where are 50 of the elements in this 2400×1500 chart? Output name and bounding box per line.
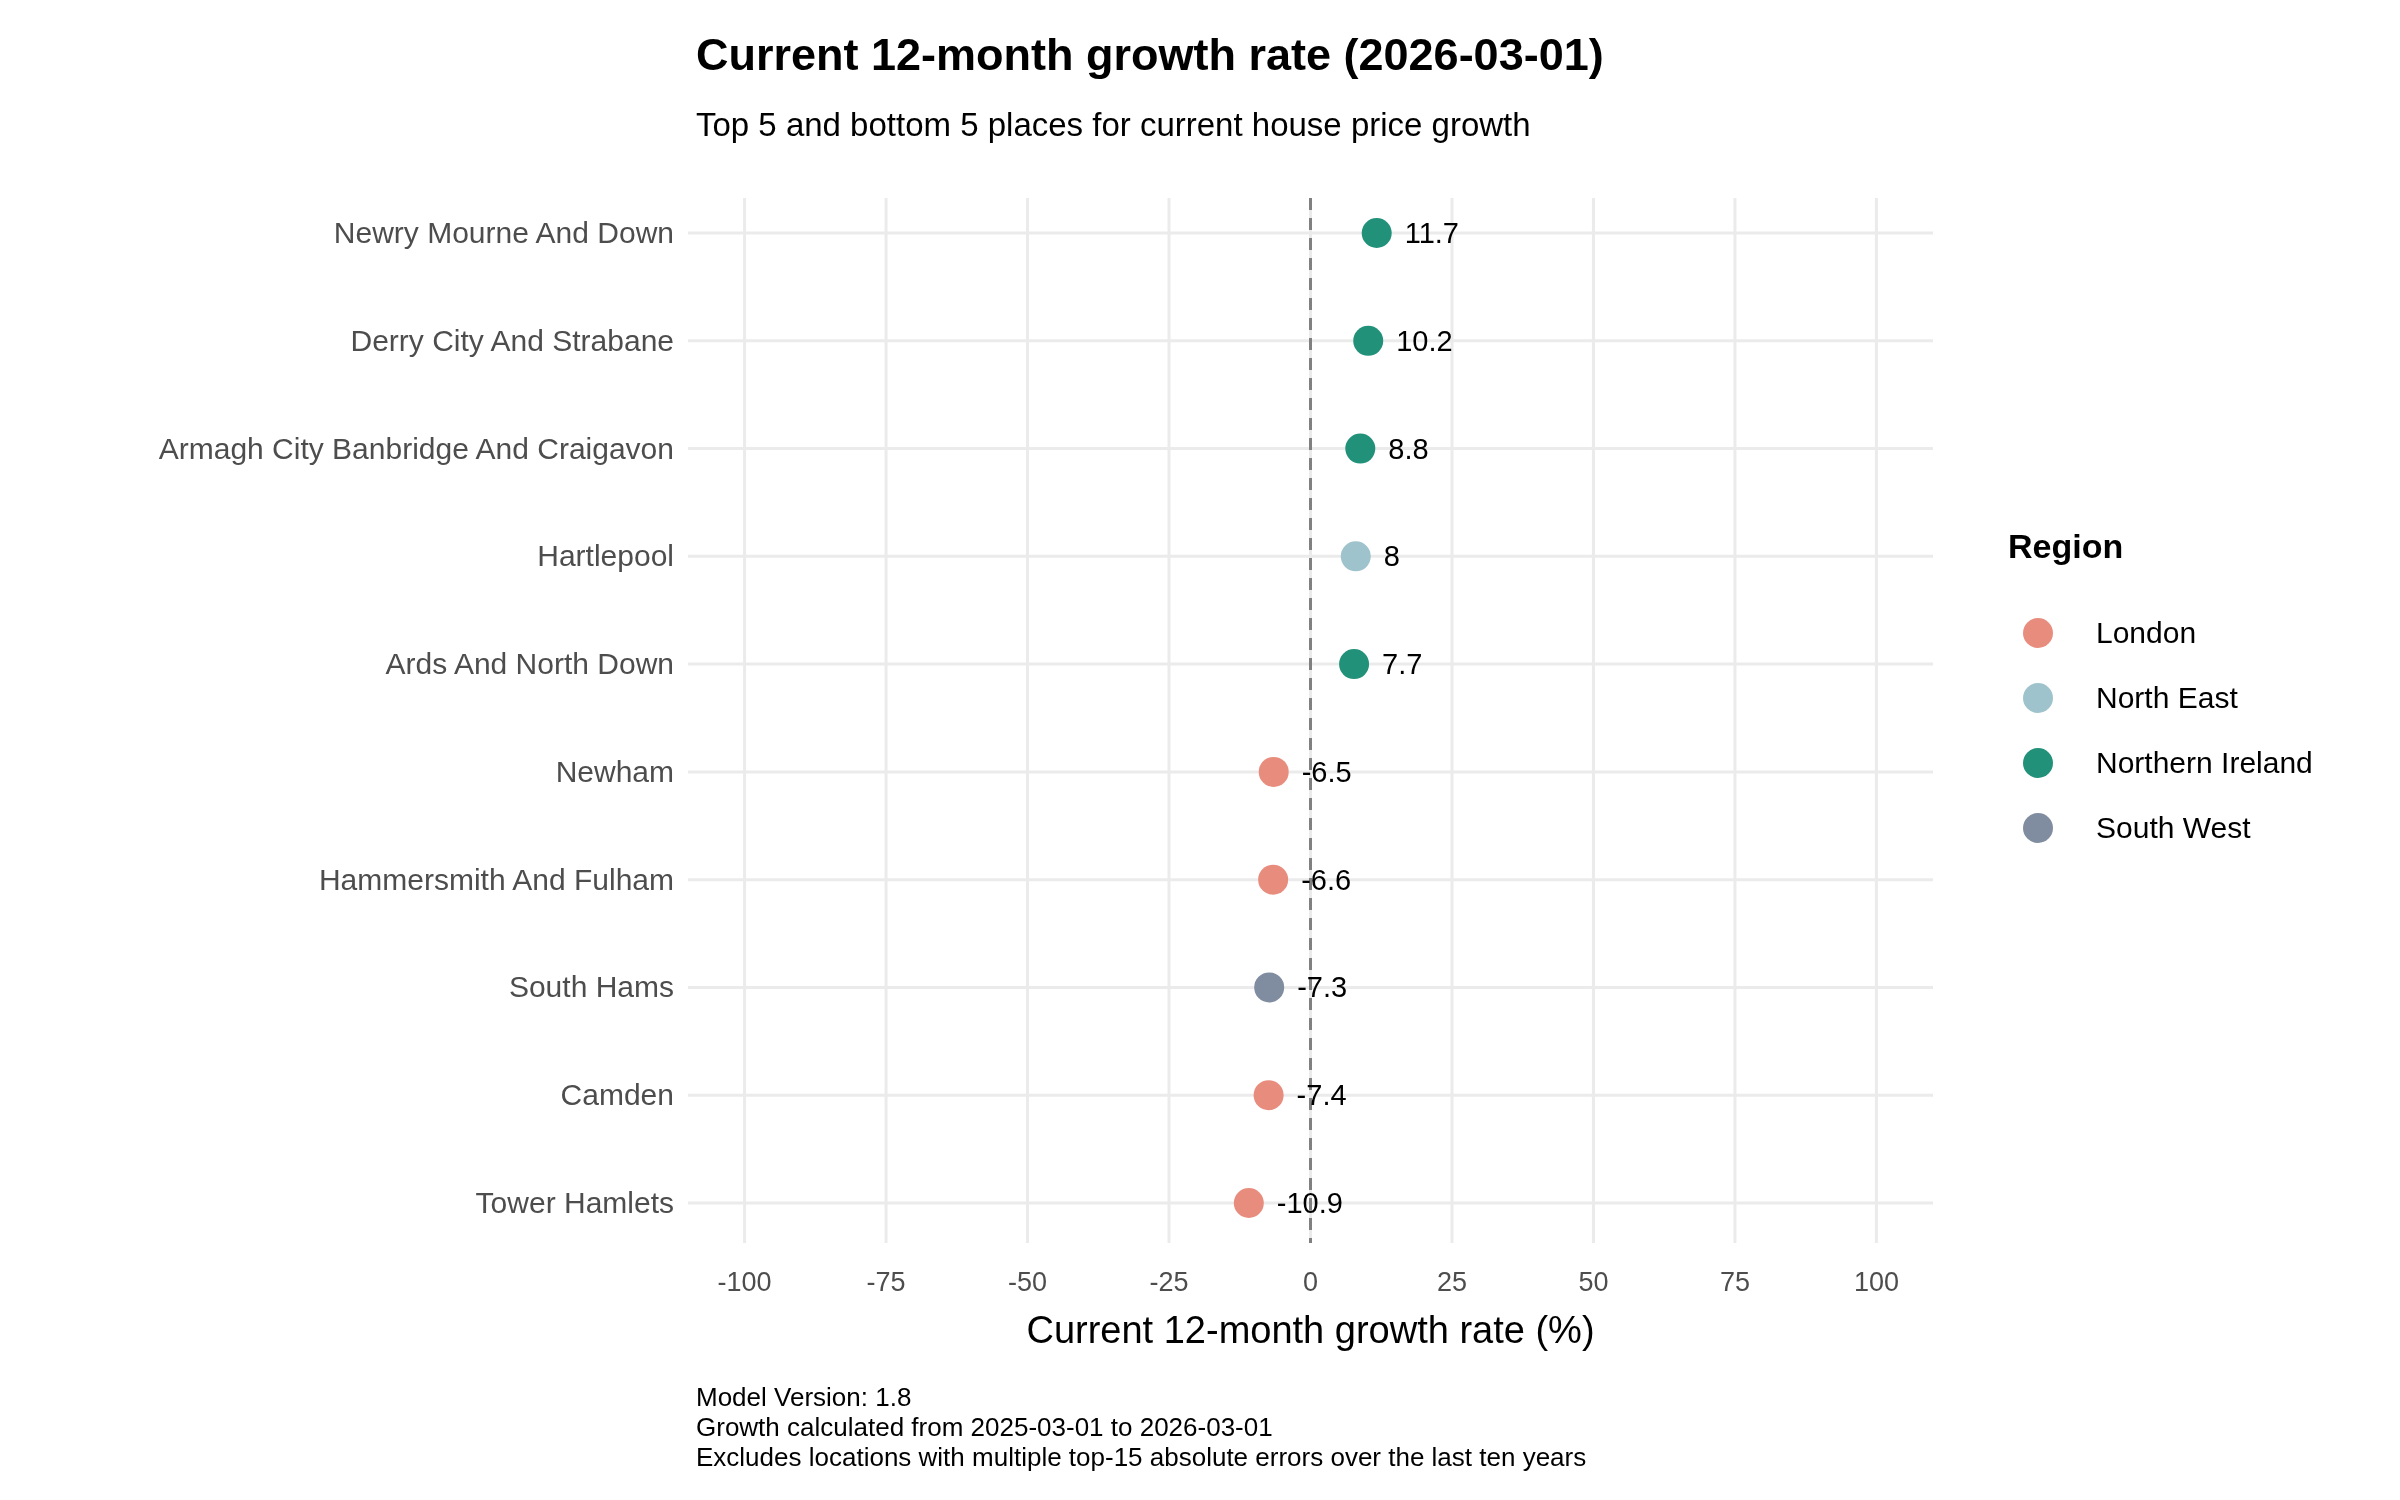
point: [1361, 218, 1392, 248]
legend-label: South West: [2096, 811, 2252, 844]
text: Model Version: 1.8: [696, 1382, 912, 1412]
legend-label: Northern Ireland: [2096, 746, 2313, 779]
data-label: -10.9: [1276, 1187, 1343, 1219]
data-label: 8: [1383, 540, 1400, 573]
data-label: -7.3: [1297, 971, 1348, 1004]
legend-label: London: [2096, 616, 2197, 649]
point: [1253, 1080, 1284, 1111]
data-label: 7.7: [1382, 648, 1423, 681]
x-tick-label: 75: [1719, 1267, 1750, 1297]
data-label: 8.8: [1388, 432, 1429, 465]
x-axis-title: Current 12-month growth rate (%): [1026, 1309, 1595, 1351]
x-tick-label: -50: [1008, 1267, 1048, 1297]
x-tick-label: 25: [1436, 1267, 1467, 1297]
point: [1353, 325, 1384, 356]
y-tick-label: Tower Hamlets: [475, 1186, 674, 1219]
point: [1258, 756, 1289, 787]
y-tick-label: Hammersmith And Fulham: [318, 862, 674, 896]
y-tick-label: Derry City And Strabane: [350, 323, 674, 357]
chart-title: Current 12-month growth rate (2026-03-01): [696, 29, 1604, 80]
point: [1340, 541, 1371, 572]
y-tick-label: Newry Mourne And Down: [333, 216, 674, 249]
x-tick-label: 0: [1302, 1267, 1319, 1297]
data-label: -6.5: [1301, 755, 1352, 788]
legend-label: North East: [2096, 681, 2239, 714]
point: [1345, 433, 1376, 464]
point: [1339, 649, 1370, 680]
x-tick-label: 100: [1853, 1267, 1899, 1297]
point: [1254, 972, 1285, 1003]
y-tick-label: Camden: [560, 1078, 674, 1112]
point: [1258, 864, 1289, 895]
text: Excludes locations with multiple top-15 absolute errors over the last ten years: [696, 1442, 1587, 1472]
data-label: 10.2: [1396, 324, 1453, 357]
point: [1233, 1188, 1264, 1218]
x-tick-label: 50: [1578, 1267, 1609, 1297]
y-tick-label: Armagh City Banbridge And Craigavon: [158, 431, 674, 465]
y-tick-label: Hartlepool: [537, 539, 674, 573]
y-tick-label: Ards And North Down: [385, 647, 674, 681]
data-label: -6.6: [1301, 863, 1352, 896]
x-tick-label: -25: [1149, 1267, 1189, 1297]
chart-subtitle: Top 5 and bottom 5 places for current house price growth: [696, 106, 1531, 143]
legend-title: Region: [2008, 527, 2124, 565]
x-tick-label: -100: [717, 1267, 772, 1297]
text: Growth calculated from 2025-03-01 to 2026-03-01: [696, 1412, 1273, 1442]
data-label: -7.4: [1296, 1079, 1347, 1112]
x-tick-label: -75: [866, 1267, 906, 1297]
y-tick-label: South Hams: [508, 970, 674, 1004]
y-tick-label: Newham: [555, 754, 674, 788]
data-label: 11.7: [1404, 217, 1460, 249]
